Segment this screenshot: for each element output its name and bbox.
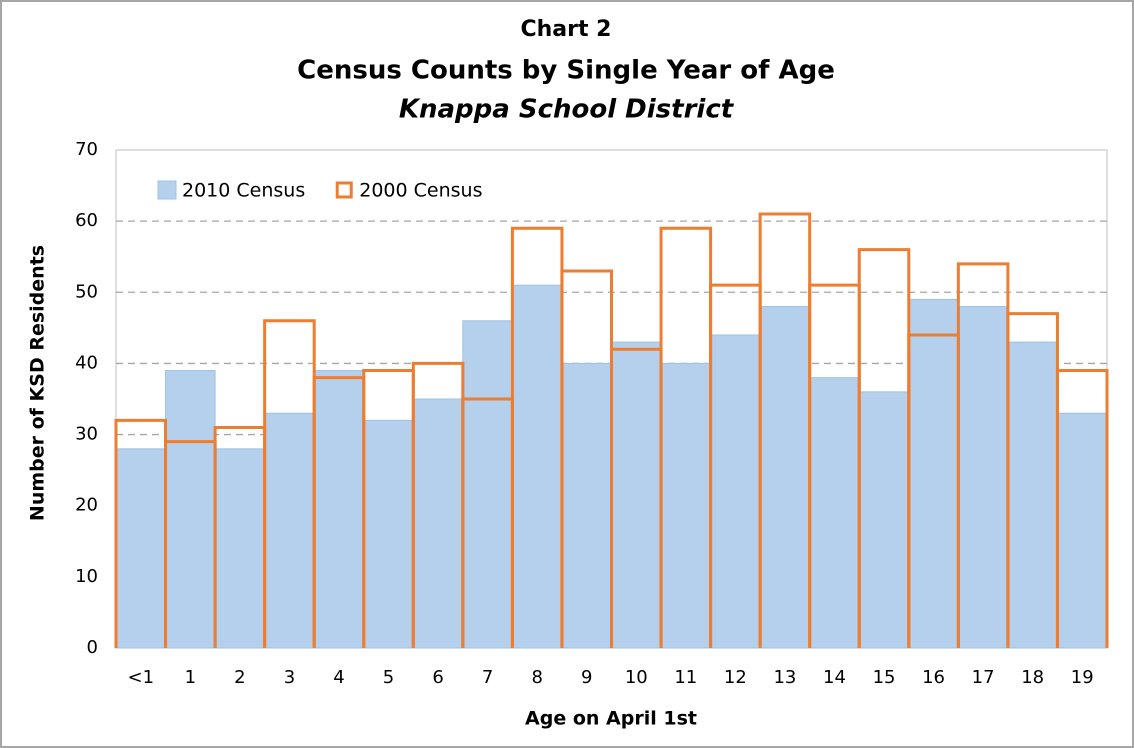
legend-label: 2000 Census <box>359 180 482 202</box>
y-tick-label: 10 <box>75 566 98 587</box>
x-tick-label: 4 <box>333 667 344 688</box>
y-tick-label: 60 <box>75 210 98 231</box>
chart-subtitle: Knappa School District <box>399 95 735 125</box>
x-tick-label: 19 <box>1071 667 1094 688</box>
bar <box>759 306 811 649</box>
y-tick-label: 40 <box>75 352 98 373</box>
x-tick-label: 18 <box>1021 667 1044 688</box>
bar <box>264 412 315 649</box>
x-tick-label: 6 <box>432 667 443 688</box>
x-tick-label: 17 <box>972 667 995 688</box>
y-tick-label: 70 <box>75 139 98 160</box>
bar <box>462 320 513 649</box>
bar <box>511 284 563 649</box>
y-tick-label: 20 <box>75 495 98 516</box>
bar <box>1007 341 1058 649</box>
bar <box>660 362 712 649</box>
x-tick-label: 15 <box>873 667 896 688</box>
bar <box>214 448 266 649</box>
bar <box>858 391 910 649</box>
legend-label: 2010 Census <box>182 180 305 202</box>
bar <box>1056 412 1108 649</box>
bar <box>412 398 464 649</box>
x-tick-label: 5 <box>383 667 394 688</box>
bar <box>710 334 761 649</box>
chart-subtitle: Census Counts by Single Year of Age <box>297 56 835 86</box>
bar <box>313 370 365 649</box>
x-tick-label: 14 <box>823 667 846 688</box>
x-tick-label: 1 <box>185 667 196 688</box>
x-axis-title: Age on April 1st <box>525 708 697 730</box>
bar <box>611 341 662 649</box>
bar <box>561 362 613 649</box>
y-tick-label: 50 <box>75 281 98 302</box>
x-tick-label: 3 <box>284 667 295 688</box>
x-tick-label: 11 <box>674 667 697 688</box>
bar <box>957 306 1009 649</box>
y-tick-label: 30 <box>75 424 98 445</box>
bar <box>363 419 414 649</box>
legend-swatch <box>157 180 177 200</box>
x-tick-label: 2 <box>234 667 245 688</box>
x-tick-label: 8 <box>531 667 542 688</box>
x-tick-label: 16 <box>922 667 945 688</box>
y-axis-title: Number of KSD Residents <box>27 245 49 521</box>
bar-outline <box>1055 369 1109 648</box>
bar <box>809 377 860 649</box>
y-tick-label: 0 <box>87 637 98 658</box>
bar <box>165 370 216 649</box>
x-tick-label: 9 <box>581 667 592 688</box>
x-tick-label: 12 <box>724 667 747 688</box>
bar <box>908 298 959 649</box>
x-tick-label: 13 <box>773 667 796 688</box>
chart-title: Chart 2 <box>521 17 612 42</box>
x-tick-label: 10 <box>625 667 648 688</box>
x-tick-label: 7 <box>482 667 493 688</box>
bar <box>115 448 167 649</box>
legend-swatch <box>335 181 353 199</box>
x-tick-label: <1 <box>128 667 155 688</box>
